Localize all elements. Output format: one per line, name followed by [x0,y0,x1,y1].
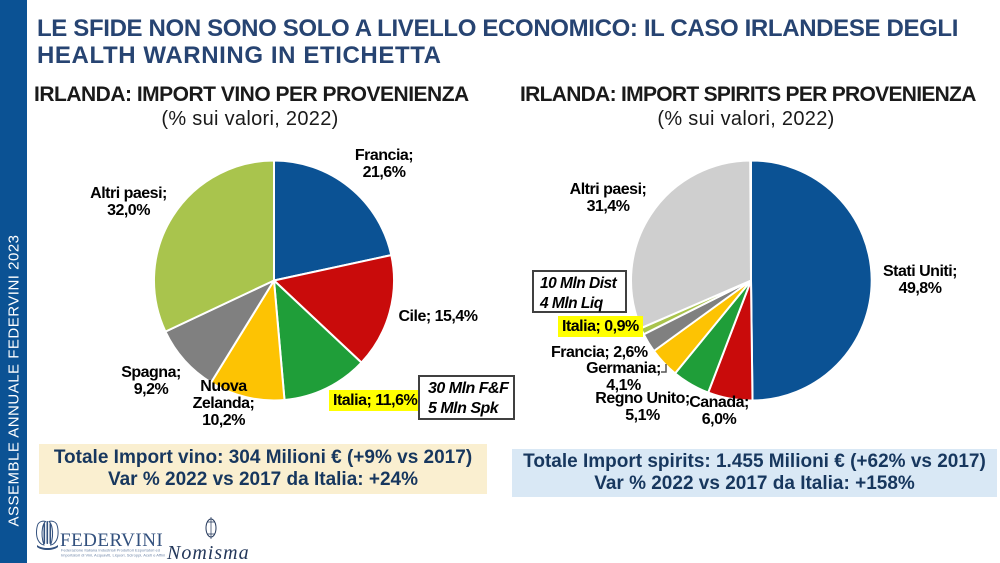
svg-text:Nomisma: Nomisma [166,542,250,563]
svg-text:FEDERVINI: FEDERVINI [60,530,163,551]
svg-text:Federazione Italiana Industria: Federazione Italiana Industriali Produtt… [61,548,160,553]
svg-text:Importatori di Vini, Acquaviti: Importatori di Vini, Acquaviti, Liquori,… [61,553,165,558]
